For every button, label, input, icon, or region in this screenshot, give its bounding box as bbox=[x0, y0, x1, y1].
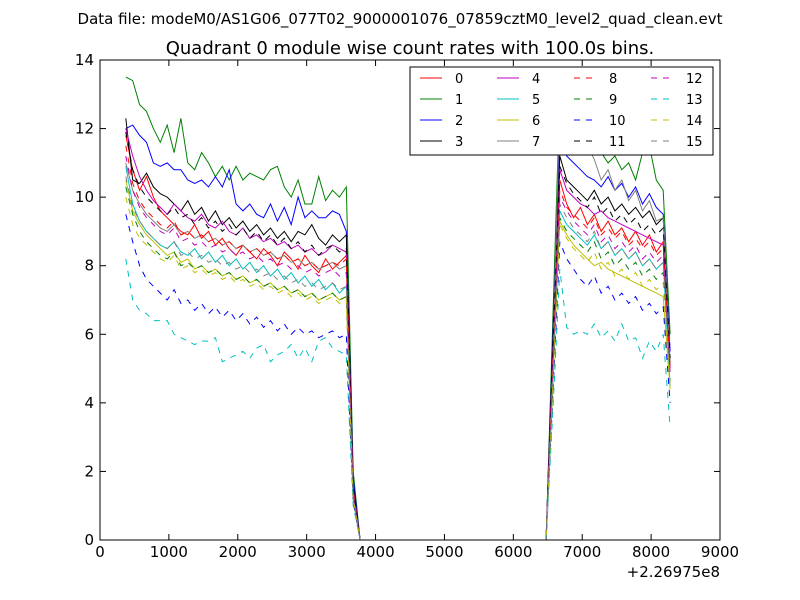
y-tick-label-6: 6 bbox=[84, 325, 94, 343]
x-tick-label-9000: 9000 bbox=[701, 543, 739, 561]
legend-box bbox=[409, 66, 714, 156]
legend-label-6: 6 bbox=[532, 114, 540, 129]
x-tick-label-2000: 2000 bbox=[219, 543, 257, 561]
legend-label-7: 7 bbox=[532, 135, 540, 150]
legend-label-10: 10 bbox=[609, 114, 626, 129]
y-tick-label-12: 12 bbox=[75, 120, 94, 138]
figure-suptitle: Data file: modeM0/AS1G06_077T02_90000010… bbox=[78, 10, 723, 29]
x-tick-label-4000: 4000 bbox=[356, 543, 394, 561]
legend-label-12: 12 bbox=[686, 72, 703, 87]
ticks-layer: 0 1000 2000 3000 4000 5000 6000 7000 8000 9000 0 2 4… bbox=[75, 51, 739, 561]
series-line-12 bbox=[125, 155, 671, 541]
series-line-10 bbox=[125, 214, 671, 541]
legend-label-11: 11 bbox=[609, 135, 626, 150]
legend-label-15: 15 bbox=[686, 135, 703, 150]
series-line-14 bbox=[125, 196, 671, 541]
plot-frame bbox=[99, 59, 721, 541]
y-tick-label-0: 0 bbox=[84, 531, 94, 549]
y-tick-label-2: 2 bbox=[84, 462, 94, 480]
series-layer bbox=[125, 76, 671, 541]
series-line-5 bbox=[125, 166, 671, 541]
series-line-6 bbox=[125, 179, 671, 541]
legend-label-1: 1 bbox=[455, 93, 463, 108]
legend-label-2: 2 bbox=[455, 114, 463, 129]
legend-label-9: 9 bbox=[609, 93, 617, 108]
legend-label-5: 5 bbox=[532, 93, 540, 108]
x-tick-label-6000: 6000 bbox=[494, 543, 532, 561]
y-tick-label-10: 10 bbox=[75, 188, 94, 206]
x-offset-label: +2.26975e8 bbox=[627, 563, 720, 581]
legend-label-13: 13 bbox=[686, 93, 703, 108]
legend-label-8: 8 bbox=[609, 72, 617, 87]
legend-label-14: 14 bbox=[686, 114, 703, 129]
y-tick-label-8: 8 bbox=[84, 257, 94, 275]
x-tick-label-1000: 1000 bbox=[150, 543, 188, 561]
legend-label-4: 4 bbox=[532, 72, 540, 87]
series-line-3 bbox=[125, 118, 671, 541]
y-tick-label-14: 14 bbox=[75, 51, 94, 69]
series-line-8 bbox=[125, 145, 671, 541]
series-line-13 bbox=[125, 258, 671, 541]
x-tick-label-3000: 3000 bbox=[288, 543, 326, 561]
series-line-11 bbox=[125, 131, 671, 541]
legend-label-3: 3 bbox=[455, 135, 463, 150]
series-line-4 bbox=[125, 128, 671, 541]
x-tick-label-7000: 7000 bbox=[563, 543, 601, 561]
series-line-2 bbox=[125, 124, 671, 541]
chart-title: Quadrant 0 module wise count rates with … bbox=[166, 38, 655, 59]
x-tick-label-8000: 8000 bbox=[632, 543, 670, 561]
x-tick-label-0: 0 bbox=[95, 543, 105, 561]
x-tick-label-5000: 5000 bbox=[425, 543, 463, 561]
y-tick-label-4: 4 bbox=[84, 394, 94, 412]
legend-label-0: 0 bbox=[455, 72, 463, 87]
